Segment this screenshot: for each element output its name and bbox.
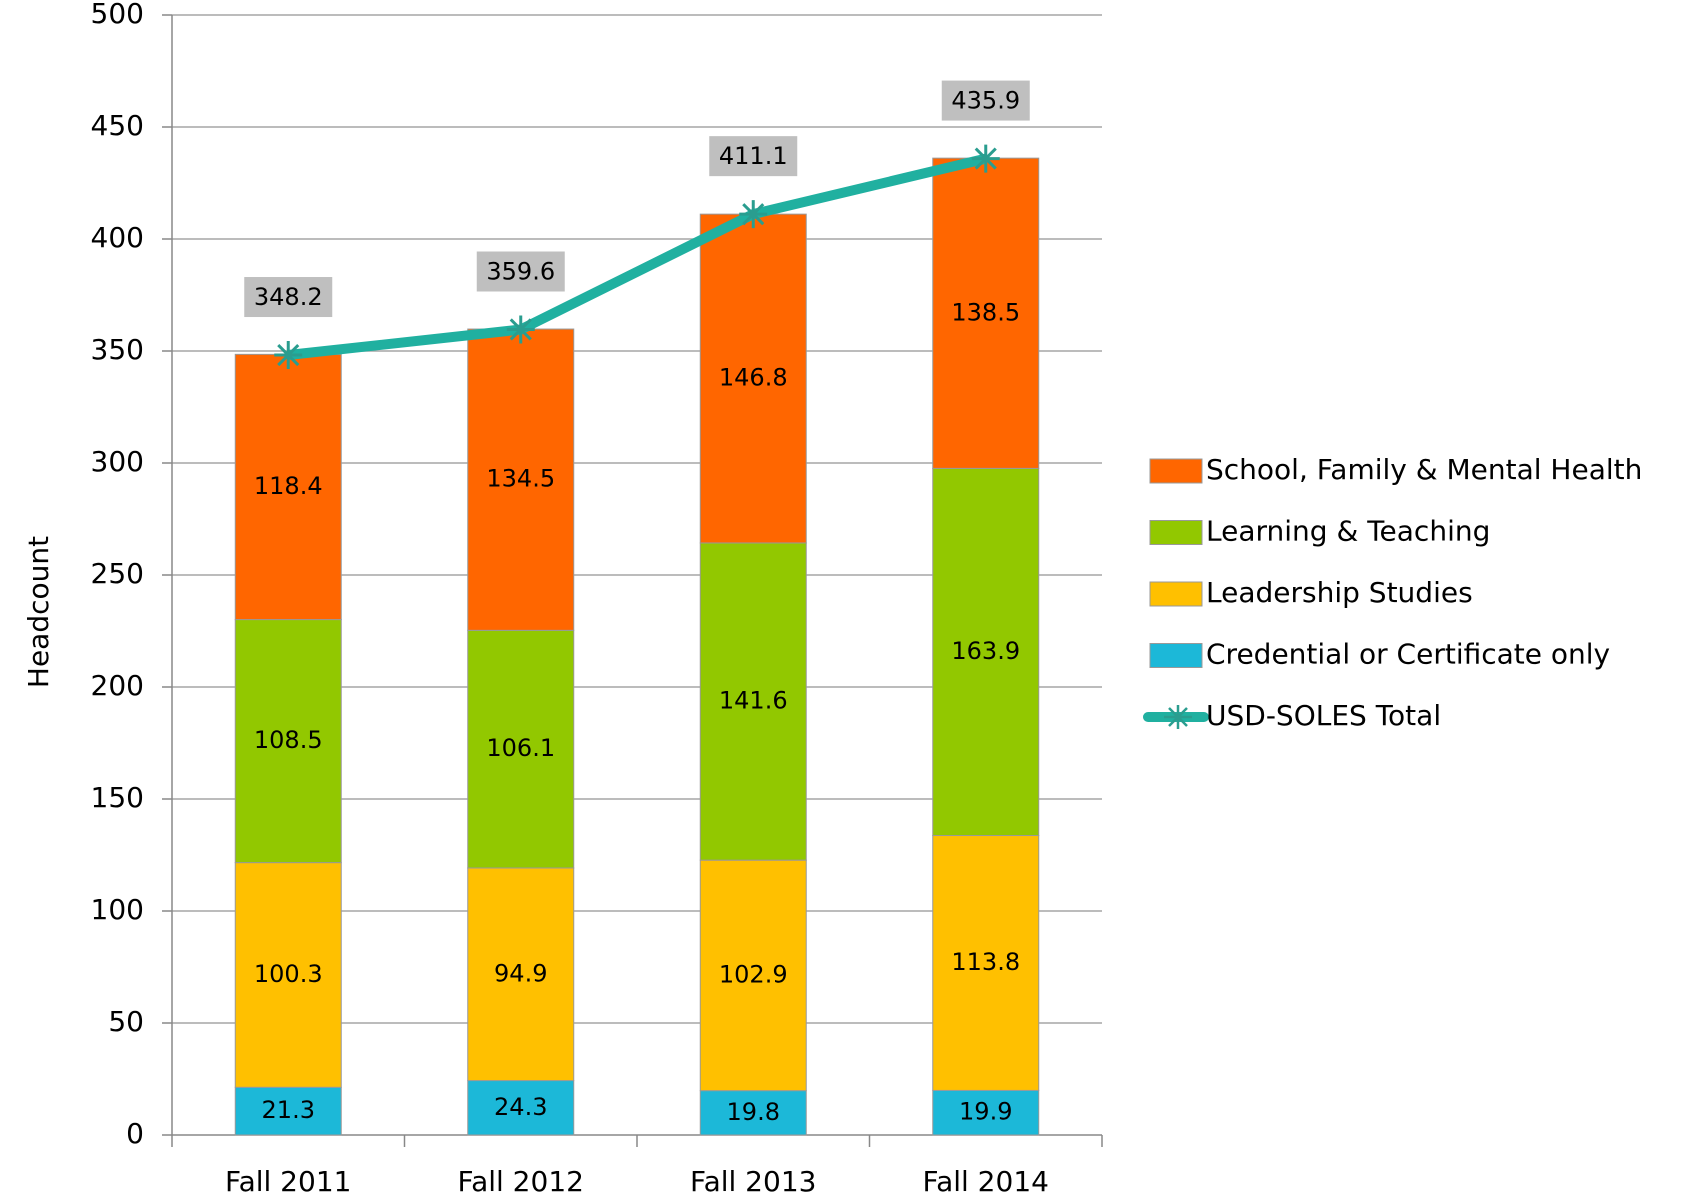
line (287, 153, 987, 361)
data-label: 19.9 (959, 1098, 1012, 1126)
y-tick-label: 250 (91, 557, 144, 590)
line-marker (506, 315, 535, 344)
legend-label: Credential or Certificate only (1206, 638, 1610, 671)
legend-label: Learning & Teaching (1206, 515, 1490, 548)
bar-segment (467, 629, 575, 869)
bar-segment (699, 859, 807, 1092)
data-label: 435.9 (951, 87, 1020, 115)
data-label-box (244, 277, 333, 318)
data-label: 163.9 (951, 637, 1020, 665)
bar-segment (234, 619, 342, 864)
bar-segment (234, 1086, 342, 1136)
bar-segment (467, 328, 575, 631)
data-label: 100.3 (254, 960, 323, 988)
legend-label: Leadership Studies (1206, 576, 1473, 609)
data-label-box (709, 136, 798, 177)
bar-segment (932, 835, 1040, 1091)
bar-segment (932, 467, 1040, 837)
data-label: 138.5 (951, 298, 1020, 326)
bar-segment (234, 862, 342, 1088)
legend-label: USD-SOLES Total (1206, 699, 1441, 732)
data-label: 24.3 (494, 1093, 547, 1121)
data-label: 113.8 (951, 948, 1020, 976)
data-label: 19.8 (727, 1098, 780, 1126)
y-tick-label: 0 (126, 1117, 144, 1150)
data-label-box (941, 80, 1030, 121)
y-tick-label: 150 (91, 781, 144, 814)
y-tick-label: 50 (108, 1005, 144, 1038)
y-tick-label: 200 (91, 669, 144, 702)
bar-segment (699, 542, 807, 861)
y-tick-label: 350 (91, 333, 144, 366)
legend-marker (1164, 705, 1192, 729)
data-label: 359.6 (486, 257, 555, 285)
x-tick-label: Fall 2011 (225, 1165, 351, 1198)
y-tick-label: 500 (91, 0, 144, 30)
x-tick-label: Fall 2013 (690, 1165, 816, 1198)
y-tick-label: 100 (91, 893, 144, 926)
data-label: 106.1 (486, 734, 555, 762)
data-label: 118.4 (254, 472, 323, 500)
line-marker (739, 200, 768, 229)
legend-swatch (1149, 643, 1203, 668)
y-axis-label: Headcount (22, 536, 55, 688)
legend-swatch (1149, 458, 1203, 484)
line-marker (971, 144, 1000, 173)
bar-segment (932, 157, 1040, 469)
data-label: 146.8 (719, 364, 788, 392)
data-label-box (476, 251, 565, 292)
x-tick-label: Fall 2014 (923, 1165, 1049, 1198)
data-label: 108.5 (254, 726, 323, 754)
data-label: 94.9 (494, 959, 547, 987)
data-label: 141.6 (719, 687, 788, 715)
legend-label: School, Family & Mental Health (1206, 453, 1642, 486)
bar-segment (467, 1080, 575, 1136)
y-tick-label: 450 (91, 109, 144, 142)
bar-segment (234, 353, 342, 621)
legend-swatch (1149, 520, 1203, 545)
bar-segment (699, 1090, 807, 1136)
data-label: 21.3 (262, 1096, 315, 1124)
line-marker (274, 341, 303, 370)
x-tick-label: Fall 2012 (458, 1165, 584, 1198)
legend-swatch (1149, 581, 1203, 607)
data-label: 348.2 (254, 283, 323, 311)
data-label: 102.9 (719, 960, 788, 988)
y-tick-label: 300 (91, 445, 144, 478)
data-label: 411.1 (719, 142, 788, 170)
y-tick-label: 400 (91, 221, 144, 254)
data-label: 134.5 (486, 465, 555, 493)
bar-segment (699, 213, 807, 544)
bar-segment (467, 867, 575, 1082)
